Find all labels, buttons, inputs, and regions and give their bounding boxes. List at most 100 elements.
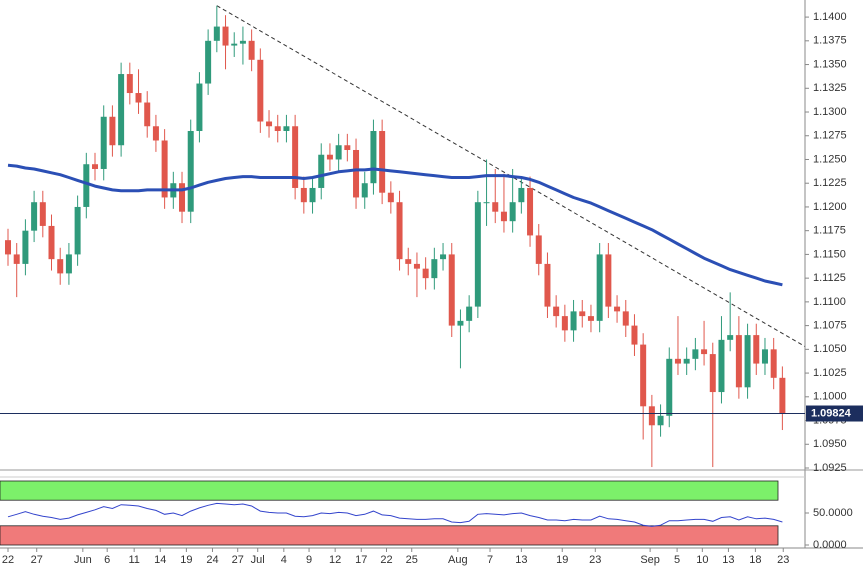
candle-body (48, 225, 55, 260)
x-tick-label: Jul (251, 554, 265, 566)
candle-body (674, 358, 681, 364)
y-tick-label: 1.1375 (813, 35, 847, 47)
candle-body (692, 349, 699, 359)
candle-body (631, 325, 638, 345)
candle-body (483, 202, 490, 204)
candle-body (500, 211, 507, 222)
candle-body (735, 335, 742, 388)
candle-body (744, 335, 751, 388)
candle-body (561, 316, 568, 331)
candle-body (761, 349, 768, 364)
y-tick-label: 1.1400 (813, 11, 847, 23)
indicator-tick-label: 0.0000 (813, 539, 847, 551)
candle-body (396, 202, 403, 260)
candle-body (39, 202, 46, 226)
candle-body (179, 183, 186, 212)
candle-body (326, 154, 333, 160)
y-tick-label: 1.1350 (813, 58, 847, 70)
candle-body (144, 102, 151, 127)
candle-body (379, 131, 386, 193)
candle-body (266, 121, 273, 127)
x-tick-label: 19 (556, 554, 568, 566)
y-tick-label: 1.0950 (813, 438, 847, 450)
candle-body (118, 74, 125, 146)
candle-body (300, 187, 307, 203)
candle-body (701, 349, 708, 355)
candle-body (544, 263, 551, 307)
candle-body (92, 164, 99, 169)
indicator-line (7, 502, 783, 527)
candle-body (579, 311, 586, 317)
x-tick-label: 13 (515, 554, 527, 566)
y-tick-label: 1.1225 (813, 177, 847, 189)
x-tick-label: 27 (232, 554, 244, 566)
x-tick-label: 12 (329, 554, 341, 566)
candle-body (709, 354, 716, 393)
candle-body (666, 358, 673, 416)
candle-body (13, 254, 20, 264)
candle-body (196, 83, 203, 132)
candle-body (527, 187, 534, 236)
candle-body (57, 259, 64, 274)
moving-average (7, 163, 783, 287)
y-tick-label: 1.1150 (813, 248, 846, 260)
x-tick-label: 4 (281, 554, 287, 566)
candle-body (405, 259, 412, 264)
candle-body (474, 202, 481, 307)
x-tick-label: 10 (696, 554, 708, 566)
x-tick-label: 19 (180, 554, 192, 566)
candle-body (431, 259, 438, 279)
candle-body (135, 93, 142, 103)
candle-body (448, 254, 455, 326)
candle-body (640, 344, 647, 407)
candle-body (187, 131, 194, 212)
candle-body (535, 235, 542, 264)
x-tick-label: 9 (306, 554, 312, 566)
x-tick-label: 5 (674, 554, 680, 566)
candle-body (779, 377, 786, 414)
candle-body (361, 183, 368, 198)
candle-body (213, 26, 220, 41)
candle-body (65, 254, 72, 274)
candle-body (648, 406, 655, 426)
y-tick-label: 1.1000 (813, 391, 847, 403)
candle-body (587, 316, 594, 321)
x-tick-label: 23 (589, 554, 601, 566)
candle-body (205, 40, 212, 84)
indicator-band (0, 480, 779, 501)
candle-body (292, 126, 299, 188)
y-tick-label: 1.1300 (813, 106, 847, 118)
y-tick-label: 1.1275 (813, 130, 847, 142)
x-tick-label: 6 (104, 554, 110, 566)
candle-body (344, 145, 351, 150)
y-tick-label: 1.1200 (813, 201, 847, 213)
candle-body (753, 335, 760, 364)
candle-body (370, 131, 377, 184)
x-tick-label: 22 (380, 554, 392, 566)
candle-body (614, 306, 621, 312)
x-tick-label: 24 (206, 554, 218, 566)
candle-body (335, 145, 342, 160)
candle-body (657, 415, 664, 426)
y-tick-label: 1.1325 (813, 82, 847, 94)
x-tick-label: 18 (749, 554, 761, 566)
y-tick-label: 1.1050 (813, 343, 847, 355)
candle-body (353, 149, 360, 198)
candle-body (570, 311, 577, 331)
candle-body (309, 187, 316, 203)
candle-body (222, 26, 229, 46)
candle-body (683, 358, 690, 364)
x-tick-label: Sep (640, 554, 660, 566)
candle-body (509, 202, 516, 222)
candle-body (83, 164, 90, 207)
y-tick-label: 1.1125 (813, 272, 846, 284)
candle-body (22, 230, 29, 264)
candle-body (231, 43, 238, 46)
y-tick-label: 1.0925 (813, 462, 847, 474)
candle-body (457, 320, 464, 326)
y-tick-label: 1.1100 (813, 296, 846, 308)
x-tick-label: 11 (128, 554, 139, 566)
candle-body (440, 254, 447, 260)
